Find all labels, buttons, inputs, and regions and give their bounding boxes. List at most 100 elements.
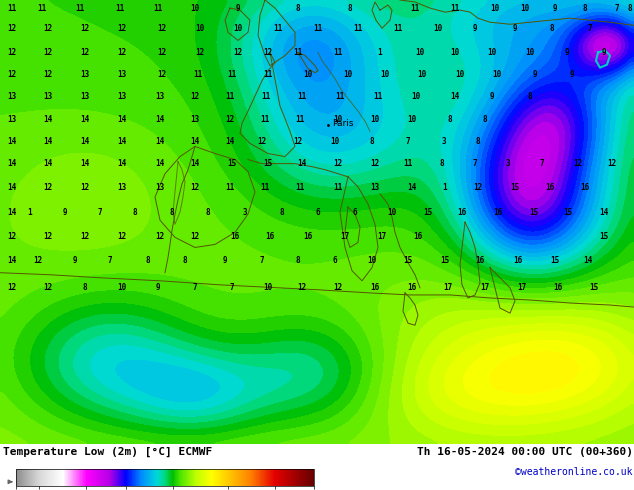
Text: 14: 14: [155, 159, 165, 168]
Text: 12: 12: [190, 183, 200, 193]
Text: 8: 8: [583, 3, 587, 13]
Text: 12: 12: [233, 48, 243, 57]
Text: 14: 14: [408, 183, 417, 193]
Text: 14: 14: [225, 137, 235, 146]
Text: 8: 8: [205, 208, 210, 217]
Text: 14: 14: [117, 115, 127, 123]
Text: 10: 10: [417, 70, 427, 79]
Text: 10: 10: [415, 48, 425, 57]
Text: 17: 17: [443, 283, 453, 293]
Text: 10: 10: [304, 70, 313, 79]
Text: 11: 11: [115, 3, 125, 13]
Text: 8: 8: [82, 283, 87, 293]
Text: 8: 8: [295, 256, 301, 265]
Text: 8: 8: [280, 208, 284, 217]
Text: 10: 10: [333, 115, 342, 123]
Text: 10: 10: [195, 24, 205, 33]
Text: Paris: Paris: [332, 119, 354, 128]
Text: 9: 9: [565, 48, 569, 57]
Text: 8: 8: [183, 256, 187, 265]
Text: 12: 12: [8, 70, 16, 79]
Text: 12: 12: [81, 48, 89, 57]
Text: 8: 8: [448, 115, 452, 123]
Text: 11: 11: [261, 183, 269, 193]
Text: 13: 13: [117, 70, 127, 79]
Text: 16: 16: [408, 283, 417, 293]
Text: 13: 13: [117, 93, 127, 101]
Text: Temperature Low (2m) [°C] ECMWF: Temperature Low (2m) [°C] ECMWF: [3, 447, 212, 457]
Text: 15: 15: [228, 159, 236, 168]
Text: 16: 16: [230, 232, 240, 241]
Text: 11: 11: [353, 24, 363, 33]
Text: 16: 16: [266, 232, 275, 241]
Text: 12: 12: [43, 183, 53, 193]
Text: 12: 12: [8, 24, 16, 33]
Text: 7: 7: [98, 208, 102, 217]
Text: 12: 12: [263, 48, 273, 57]
Text: 3: 3: [442, 137, 446, 146]
Text: 10: 10: [488, 48, 496, 57]
Text: 3: 3: [506, 159, 510, 168]
Text: 11: 11: [263, 70, 273, 79]
Text: 6: 6: [353, 208, 358, 217]
Text: 12: 12: [573, 159, 583, 168]
Text: 13: 13: [190, 115, 200, 123]
Text: 7: 7: [588, 24, 592, 33]
Text: 15: 15: [599, 232, 609, 241]
Text: 13: 13: [117, 183, 127, 193]
Text: 12: 12: [117, 48, 127, 57]
Text: 9: 9: [236, 3, 240, 13]
Text: 13: 13: [8, 115, 16, 123]
Text: 14: 14: [8, 256, 16, 265]
Text: 17: 17: [517, 283, 527, 293]
Text: 7: 7: [193, 283, 197, 293]
Text: 10: 10: [521, 3, 529, 13]
Text: 11: 11: [37, 3, 47, 13]
Text: 11: 11: [225, 93, 235, 101]
Text: 12: 12: [225, 115, 235, 123]
Text: 9: 9: [473, 24, 477, 33]
Text: 11: 11: [153, 3, 163, 13]
Text: 8: 8: [482, 115, 488, 123]
Text: 11: 11: [75, 3, 84, 13]
Text: 8: 8: [628, 3, 632, 13]
Text: 14: 14: [599, 208, 609, 217]
Text: 11: 11: [228, 70, 236, 79]
Text: 1: 1: [28, 208, 32, 217]
Text: 8: 8: [370, 137, 374, 146]
Text: 16: 16: [580, 183, 590, 193]
Text: 11: 11: [410, 3, 420, 13]
Text: 9: 9: [63, 208, 67, 217]
Text: 11: 11: [335, 93, 345, 101]
Text: 9: 9: [513, 24, 517, 33]
Text: 11: 11: [294, 48, 302, 57]
Text: 11: 11: [261, 93, 271, 101]
Text: 14: 14: [43, 137, 53, 146]
Text: 15: 15: [590, 283, 598, 293]
Text: 14: 14: [81, 137, 89, 146]
Text: 12: 12: [81, 24, 89, 33]
Text: 15: 15: [263, 159, 273, 168]
Text: 12: 12: [8, 283, 16, 293]
Text: 12: 12: [43, 232, 53, 241]
Text: 11: 11: [450, 3, 460, 13]
Text: Th 16-05-2024 00:00 UTC (00+360): Th 16-05-2024 00:00 UTC (00+360): [417, 447, 633, 457]
Text: 11: 11: [295, 183, 304, 193]
Text: 11: 11: [8, 3, 16, 13]
Text: 14: 14: [8, 183, 16, 193]
Text: 8: 8: [133, 208, 138, 217]
Text: 9: 9: [489, 93, 495, 101]
Text: 12: 12: [43, 283, 53, 293]
Text: 14: 14: [8, 208, 16, 217]
Text: 17: 17: [377, 232, 387, 241]
Text: 11: 11: [193, 70, 203, 79]
Text: 10: 10: [411, 93, 420, 101]
Text: 12: 12: [257, 137, 267, 146]
Text: 8: 8: [347, 3, 353, 13]
Text: 7: 7: [406, 137, 410, 146]
Text: 12: 12: [43, 48, 53, 57]
Text: 8: 8: [295, 3, 301, 13]
Text: 13: 13: [8, 93, 16, 101]
Text: 11: 11: [297, 93, 307, 101]
Text: 15: 15: [529, 208, 539, 217]
